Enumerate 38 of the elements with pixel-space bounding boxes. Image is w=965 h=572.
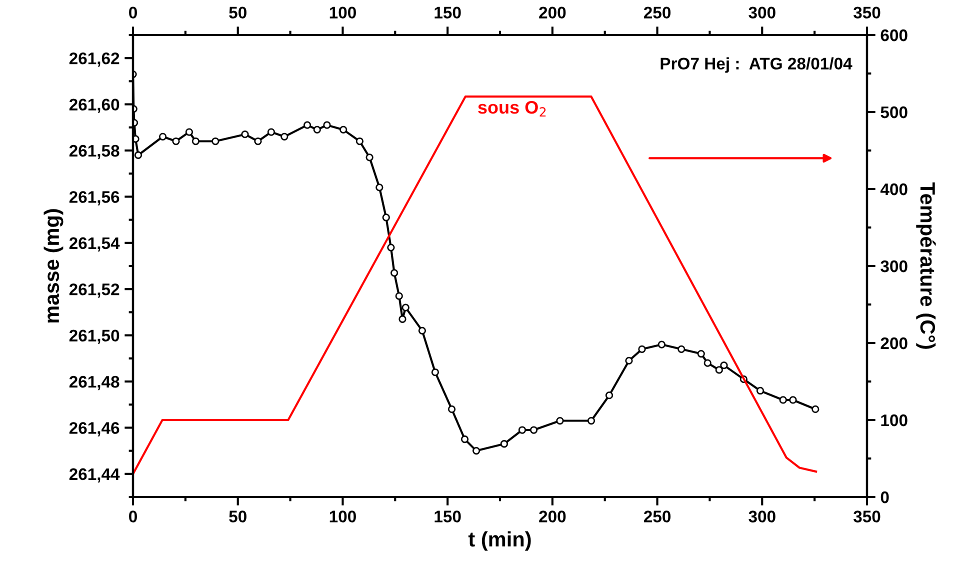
x2-tick-label: 50: [229, 6, 246, 19]
x-tick-label: 350: [853, 510, 880, 522]
y-tick-label: 261,60: [69, 98, 120, 113]
y-tick-label: 261,50: [69, 330, 120, 344]
y-tick-label: 261,48: [69, 376, 120, 390]
x-tick-label: 0: [129, 510, 137, 522]
x-tick-label: 200: [539, 510, 566, 522]
x-tick-label: 150: [434, 510, 461, 522]
y2-tick-label: 0: [880, 491, 889, 504]
annotation: sous O$_{2}$: [478, 100, 546, 117]
y2-tick-label: 200: [880, 337, 908, 350]
x2-tick-label: 0: [129, 6, 137, 19]
x2-tick-label: 200: [539, 6, 566, 19]
y-tick-label: 261,58: [69, 144, 120, 160]
y2-tick-label: 400: [880, 183, 908, 196]
annotation: PrO7 Hej : ATG 28/01/04: [660, 57, 852, 73]
y-tick-label: 261,44: [69, 468, 120, 483]
x-tick-label: 250: [644, 510, 671, 522]
y-tick-label: 261,54: [69, 237, 120, 252]
y2-tick-label: 500: [880, 106, 908, 118]
y-tick-label: 261,46: [69, 422, 120, 436]
x2-tick-label: 150: [434, 6, 461, 19]
y-tick-label: 261,62: [69, 52, 120, 67]
x2-tick-label: 100: [330, 6, 356, 19]
y-tick-label: 261,56: [69, 191, 120, 206]
y2-tick-label: 600: [880, 29, 908, 42]
y-axis-title: masse (mg): [44, 209, 64, 323]
y2-tick-label: 300: [880, 260, 908, 272]
x-tick-label: 100: [330, 510, 356, 522]
y-tick-label: 261,52: [69, 284, 120, 298]
y2-axis-title: Température (C°): [916, 182, 936, 349]
x2-tick-label: 350: [853, 6, 880, 19]
x-tick-label: 50: [229, 510, 246, 522]
x-tick-label: 300: [748, 510, 776, 522]
x2-tick-label: 250: [644, 6, 671, 19]
y2-tick-label: 100: [881, 414, 908, 426]
x-axis-title: t (min): [468, 531, 531, 551]
x2-tick-label: 300: [748, 6, 776, 19]
